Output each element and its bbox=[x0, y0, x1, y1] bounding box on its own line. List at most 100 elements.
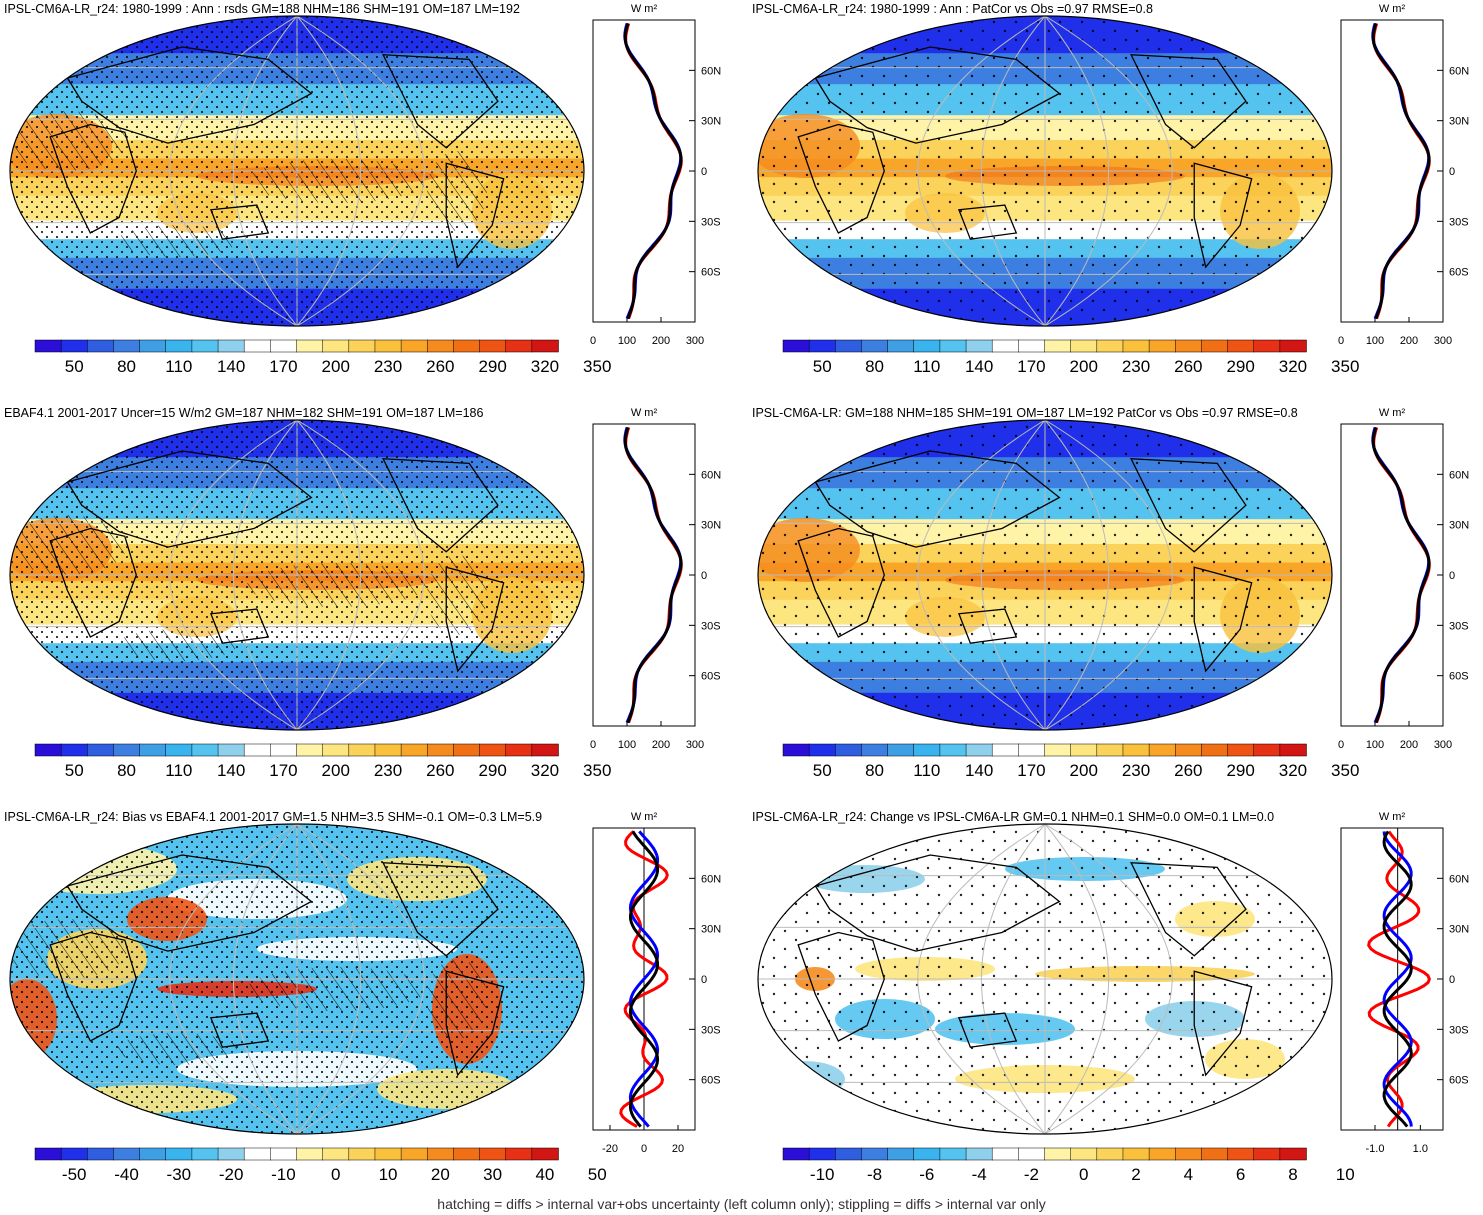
profile-curve-ref bbox=[1371, 22, 1431, 320]
profile-frame bbox=[1340, 827, 1444, 1131]
colorbar-swatch bbox=[243, 743, 272, 757]
map-field bbox=[758, 824, 1332, 1134]
colorbar-swatch bbox=[913, 743, 941, 757]
colorbar-label: 260 bbox=[1174, 357, 1202, 376]
colorbar-swatch bbox=[113, 339, 141, 353]
colorbar-swatch bbox=[913, 339, 941, 353]
colorbar-label: 260 bbox=[426, 761, 454, 780]
continent-outline bbox=[209, 608, 270, 644]
colorbar-label: 80 bbox=[865, 761, 884, 780]
profile-x-label: 0 bbox=[641, 1143, 647, 1155]
colorbar-swatch bbox=[139, 339, 167, 353]
continent-outline bbox=[445, 162, 505, 269]
hatching-overlay bbox=[247, 563, 427, 607]
colorbar-label: 320 bbox=[531, 761, 559, 780]
hatching-overlay bbox=[427, 555, 487, 635]
profile-x-label: 100 bbox=[618, 335, 636, 347]
colorbar-label: 260 bbox=[1174, 761, 1202, 780]
continent-outline bbox=[209, 204, 270, 240]
profile-lat-label: 0 bbox=[701, 974, 707, 986]
colorbar-swatch bbox=[887, 1147, 915, 1161]
colorbar-label: 6 bbox=[1236, 1165, 1245, 1184]
colorbar-swatch bbox=[808, 743, 837, 757]
colorbar-swatch bbox=[1070, 339, 1098, 353]
profile-lat-label: 30N bbox=[701, 924, 721, 936]
profile-x-label: 300 bbox=[1434, 739, 1452, 751]
colorbar-label: -30 bbox=[167, 1165, 192, 1184]
colorbar-swatch bbox=[808, 339, 837, 353]
colorbar-swatch bbox=[453, 339, 481, 353]
colorbar-swatch bbox=[191, 1147, 219, 1161]
colorbar-swatch bbox=[1122, 743, 1150, 757]
colorbar-swatch bbox=[1175, 1147, 1203, 1161]
colorbar-swatch bbox=[1279, 1147, 1307, 1161]
continent-outline bbox=[445, 566, 505, 673]
colorbar-swatch bbox=[1201, 743, 1229, 757]
colorbar-swatch bbox=[1148, 743, 1176, 757]
profile-lat-label: 30N bbox=[701, 116, 721, 128]
profile-x-label: 200 bbox=[652, 335, 670, 347]
graticule-lon bbox=[1044, 16, 1110, 326]
colorbar-label: 20 bbox=[431, 1165, 450, 1184]
profile-x-label: 200 bbox=[652, 739, 670, 751]
map-field bbox=[10, 16, 584, 326]
colorbar-swatch bbox=[322, 1147, 350, 1161]
colorbar-label: 170 bbox=[269, 357, 297, 376]
profile-curve-obs bbox=[619, 830, 669, 1128]
colorbar-label: 50 bbox=[65, 357, 84, 376]
colorbar-swatch bbox=[453, 1147, 481, 1161]
colorbar-swatch bbox=[165, 743, 193, 757]
colorbar-swatch bbox=[1175, 339, 1203, 353]
colorbar-swatch bbox=[531, 339, 559, 353]
panel-title: EBAF4.1 2001-2017 Uncer=15 W/m2 GM=187 N… bbox=[4, 406, 483, 420]
colorbar-swatch bbox=[479, 1147, 507, 1161]
profile-unit: W m² bbox=[631, 811, 658, 823]
colorbar-label: 30 bbox=[483, 1165, 502, 1184]
graticule-lon bbox=[980, 16, 1046, 326]
continent-outline bbox=[814, 450, 1061, 548]
graticule-lon bbox=[917, 16, 1046, 326]
profile-lat-label: 30N bbox=[701, 520, 721, 532]
panel-title: IPSL-CM6A-LR_r24: 1980-1999 : Ann : PatC… bbox=[752, 2, 1153, 16]
profile-x-label: 200 bbox=[1400, 739, 1418, 751]
panel-title: IPSL-CM6A-LR_r24: 1980-1999 : Ann : rsds… bbox=[4, 2, 520, 16]
graticule-lon bbox=[296, 824, 425, 1134]
panel-title: IPSL-CM6A-LR_r24: Bias vs EBAF4.1 2001-2… bbox=[4, 810, 542, 824]
colorbar-swatch bbox=[1253, 743, 1281, 757]
profile-x-label: 300 bbox=[686, 739, 704, 751]
colorbar-label: 80 bbox=[865, 357, 884, 376]
colorbar-swatch bbox=[270, 339, 298, 353]
colorbar-swatch bbox=[505, 743, 533, 757]
panel-model-clim-r24-patcor: IPSL-CM6A-LR_r24: 1980-1999 : Ann : PatC… bbox=[752, 2, 1469, 376]
colorbar-swatch bbox=[400, 339, 429, 353]
colorbar-swatch bbox=[34, 1147, 62, 1161]
hatching-overlay bbox=[117, 629, 237, 661]
map-border bbox=[757, 823, 1333, 1135]
continent-outline bbox=[957, 1012, 1018, 1048]
profile-curve-model bbox=[628, 830, 660, 1128]
graticule-lon bbox=[1044, 824, 1110, 1134]
graticule-lon bbox=[232, 824, 298, 1134]
colorbar-swatch bbox=[1044, 339, 1072, 353]
colorbar-label: 140 bbox=[965, 357, 993, 376]
colorbar-label: 80 bbox=[117, 357, 136, 376]
colorbar-label: -6 bbox=[919, 1165, 934, 1184]
graticule-lon bbox=[296, 824, 362, 1134]
profile-lat-label: 60N bbox=[701, 469, 721, 481]
colorbar-swatch bbox=[243, 339, 272, 353]
profile-x-label: 0 bbox=[590, 739, 596, 751]
continent-outline bbox=[797, 123, 885, 234]
colorbar-swatch bbox=[87, 743, 115, 757]
colorbar-label: 4 bbox=[1184, 1165, 1193, 1184]
graticule-lon bbox=[232, 16, 298, 326]
graticule-lon bbox=[917, 420, 1046, 730]
continent-outline bbox=[382, 862, 499, 957]
profile-lat-label: 0 bbox=[701, 570, 707, 582]
colorbar-swatch bbox=[1227, 339, 1255, 353]
colorbar-swatch bbox=[113, 743, 141, 757]
graticule-lon bbox=[296, 16, 425, 326]
colorbar-swatch bbox=[87, 339, 115, 353]
continent-outline bbox=[209, 1012, 270, 1048]
profile-lat-label: 30N bbox=[1449, 924, 1469, 936]
